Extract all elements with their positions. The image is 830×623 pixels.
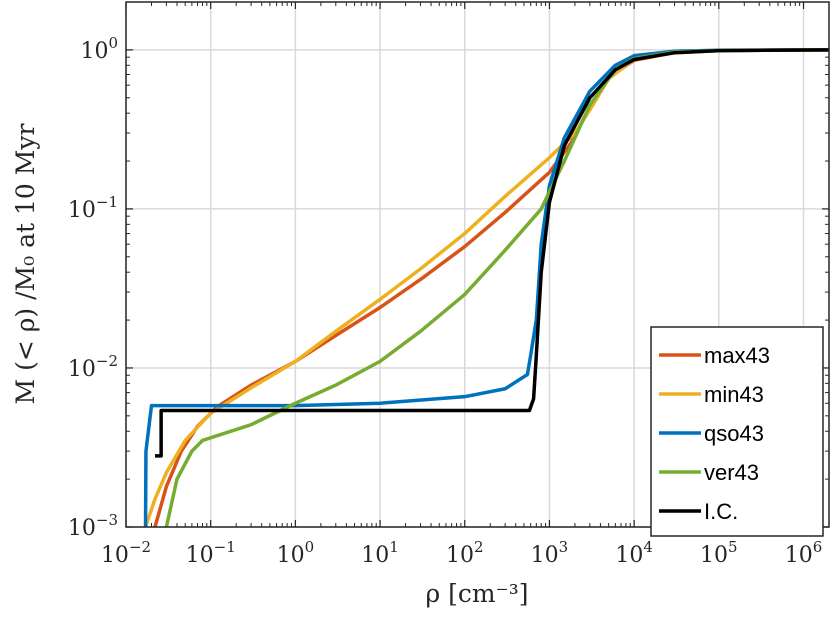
legend-label: I.C.	[704, 499, 738, 524]
x-tick-label: 105	[700, 538, 738, 568]
y-tick-label: 100	[80, 34, 118, 64]
x-tick-label: 10−2	[101, 538, 151, 568]
x-tick-label: 101	[361, 538, 399, 568]
plot-frame	[125, 1, 830, 528]
y-tick-label: 10−2	[68, 352, 118, 382]
x-tick-label: 104	[615, 538, 653, 568]
legend: max43 min43 qso43 ver43 I.C.	[650, 326, 824, 537]
series-lines	[143, 48, 830, 528]
x-tick-label: 10−1	[186, 538, 236, 568]
y-tick-label: 10−3	[68, 511, 118, 541]
x-tick-labels: 10−2 10−1 100 101 102 103 104 105 106	[101, 538, 822, 568]
series-line-qso43	[143, 48, 830, 528]
y-tick-label: 10−1	[68, 193, 118, 223]
y-axis-label: M (< ρ) /M₀ at 10 Myr	[11, 124, 40, 405]
x-tick-label: 102	[446, 538, 484, 568]
x-axis-label: ρ [cm⁻³]	[425, 579, 528, 608]
series-line-ic	[155, 48, 830, 458]
legend-label: ver43	[704, 460, 759, 485]
legend-label: max43	[704, 343, 770, 368]
legend-label: min43	[704, 382, 764, 407]
x-tick-label: 103	[531, 538, 569, 568]
legend-label: qso43	[704, 421, 764, 446]
y-tick-labels: 10−3 10−2 10−1 100	[68, 34, 118, 541]
x-tick-label: 106	[785, 538, 823, 568]
x-tick-label: 100	[277, 538, 315, 568]
